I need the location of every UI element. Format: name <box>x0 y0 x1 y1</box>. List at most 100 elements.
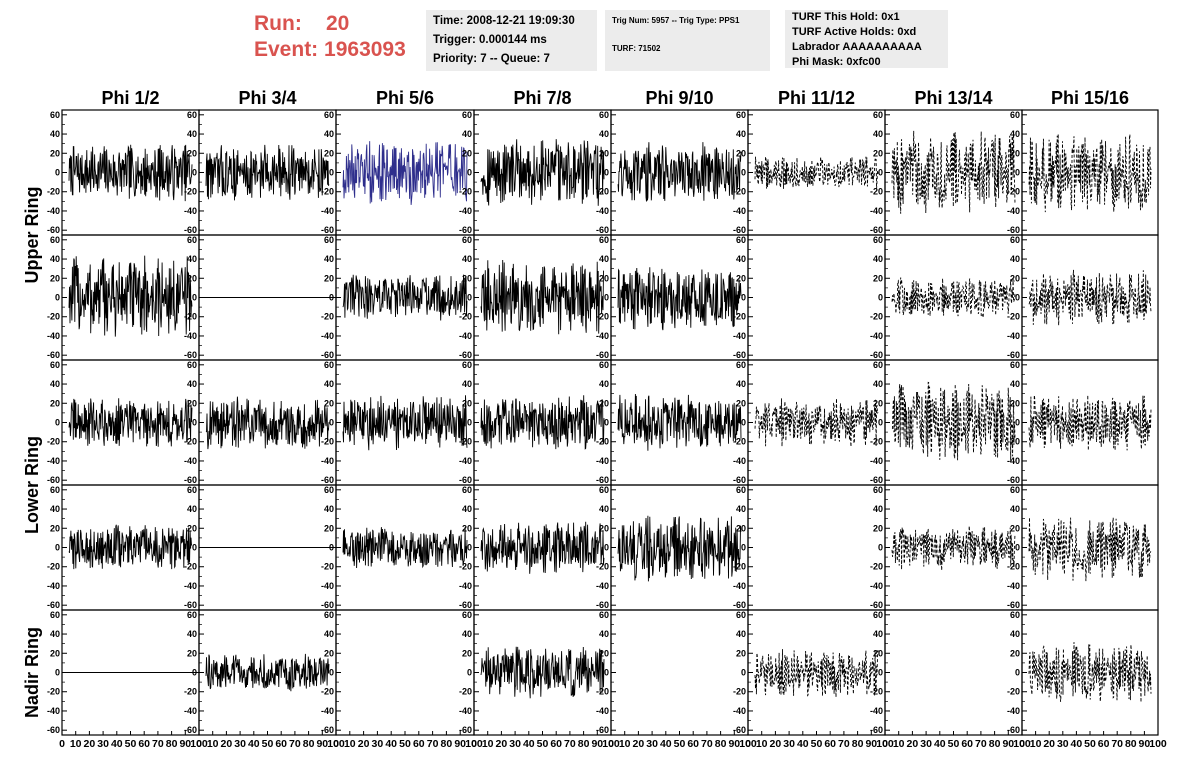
y-tick-label: 20 <box>736 648 746 658</box>
x-tick-label: 20 <box>84 738 96 750</box>
waveform-panel: -60 -40 -20 0 20 40 60 <box>321 234 475 361</box>
y-tick-label: 60 <box>187 610 197 620</box>
y-tick-label: -20 <box>321 312 334 322</box>
y-tick-label: -20 <box>596 562 609 572</box>
y-tick-label: 60 <box>873 610 883 620</box>
x-tick-label: 10 <box>893 738 905 750</box>
x-tick-label: 10 <box>756 738 768 750</box>
x-tick-label: 100 <box>1149 738 1167 750</box>
x-tick-label: 60 <box>961 738 973 750</box>
phi-mask-text: Phi Mask: 0xfc00 <box>792 56 881 68</box>
y-tick-label: 40 <box>50 504 60 514</box>
y-tick-label: -20 <box>321 687 334 697</box>
y-tick-label: -60 <box>870 475 883 485</box>
waveform-panel: -60 -40 -20 0 20 40 60 <box>596 234 749 361</box>
y-tick-label: 20 <box>1010 273 1020 283</box>
y-tick-label: 40 <box>462 129 472 139</box>
y-tick-label: 0 <box>741 168 746 178</box>
y-tick-label: -20 <box>321 437 334 447</box>
y-tick-label: -40 <box>1007 706 1020 716</box>
y-tick-label: 40 <box>1010 129 1020 139</box>
waveform-trace <box>480 259 605 335</box>
y-tick-label: 20 <box>873 648 883 658</box>
y-tick-label: -40 <box>733 456 746 466</box>
y-tick-label: 40 <box>873 129 883 139</box>
y-tick-label: -20 <box>459 562 472 572</box>
y-tick-label: 40 <box>736 379 746 389</box>
y-tick-label: -20 <box>596 312 609 322</box>
panel-frame <box>610 609 749 736</box>
y-tick-label: -40 <box>870 206 883 216</box>
event-line: Event: 1963093 <box>254 38 406 62</box>
waveform-panel: -60 -40 -20 0 20 40 60 <box>184 234 337 361</box>
y-tick-label: 0 <box>55 293 60 303</box>
x-tick-label: 60 <box>824 738 836 750</box>
y-tick-label: -40 <box>184 331 197 341</box>
waveform-trace <box>205 653 330 692</box>
y-tick-label: -20 <box>596 187 609 197</box>
y-tick-label: 20 <box>1010 398 1020 408</box>
phi-column-label: Phi 11/12 <box>778 88 855 108</box>
waveform-panel: -60 -40 -20 0 20 40 60 <box>184 609 337 736</box>
y-tick-label: 20 <box>599 648 609 658</box>
y-tick-label: 0 <box>192 668 197 678</box>
y-tick-label: 0 <box>467 668 472 678</box>
waveform-panel: -60 -40 -20 0 20 40 60 <box>870 484 1023 611</box>
y-tick-label: 20 <box>736 523 746 533</box>
y-tick-label: -20 <box>459 437 472 447</box>
y-tick-label: -60 <box>596 350 609 360</box>
y-tick-label: -20 <box>870 687 883 697</box>
y-tick-label: 20 <box>736 398 746 408</box>
y-tick-label: -60 <box>1007 725 1020 735</box>
y-tick-label: 40 <box>187 379 197 389</box>
x-tick-label: 50 <box>399 738 411 750</box>
y-tick-label: 20 <box>187 148 197 158</box>
x-tick-label: 30 <box>646 738 658 750</box>
y-tick-label: 40 <box>462 379 472 389</box>
x-tick-label: 60 <box>413 738 425 750</box>
y-tick-label: -60 <box>596 475 609 485</box>
x-tick-label: 60 <box>275 738 287 750</box>
y-tick-label: 20 <box>50 523 60 533</box>
x-tick-label: 50 <box>948 738 960 750</box>
y-tick-label: 20 <box>187 398 197 408</box>
y-tick-label: 20 <box>599 398 609 408</box>
waveform-trace <box>205 396 330 450</box>
y-tick-label: 20 <box>462 398 472 408</box>
y-tick-label: 20 <box>324 148 334 158</box>
y-tick-label: -40 <box>1007 206 1020 216</box>
y-tick-label: 40 <box>1010 379 1020 389</box>
y-tick-label: 0 <box>329 543 334 553</box>
y-tick-label: -40 <box>870 706 883 716</box>
y-tick-label: 60 <box>50 110 60 120</box>
x-tick-label: 60 <box>687 738 699 750</box>
x-tick-label: 70 <box>427 738 439 750</box>
y-tick-label: -40 <box>459 581 472 591</box>
x-tick-label: 60 <box>1098 738 1110 750</box>
y-tick-label: 40 <box>599 379 609 389</box>
waveform-trace <box>68 144 193 202</box>
y-tick-label: -40 <box>184 581 197 591</box>
panel-frame <box>884 359 1023 486</box>
waveform-panel: -60 -40 -20 0 20 40 60 <box>870 359 1023 486</box>
y-tick-label: -60 <box>733 350 746 360</box>
y-tick-label: 0 <box>329 668 334 678</box>
waveform-trace <box>480 521 605 574</box>
y-tick-label: -40 <box>596 581 609 591</box>
waveform-panel: -60 -40 -20 0 20 40 60 <box>459 234 612 361</box>
y-tick-label: -40 <box>321 581 334 591</box>
x-tick-label: 80 <box>166 738 178 750</box>
run-label: Run: <box>254 12 302 35</box>
y-tick-label: -20 <box>184 562 197 572</box>
x-tick-label: 40 <box>797 738 809 750</box>
y-tick-label: 0 <box>604 168 609 178</box>
y-tick-label: 40 <box>324 629 334 639</box>
x-tick-label: 50 <box>537 738 549 750</box>
x-tick-label: 20 <box>221 738 233 750</box>
y-tick-label: -20 <box>1007 187 1020 197</box>
x-tick-label: 50 <box>674 738 686 750</box>
waveform-panel: -60 -40 -20 0 20 40 60 <box>459 609 612 736</box>
x-tick-label: 90 <box>865 738 877 750</box>
y-tick-label: -20 <box>733 312 746 322</box>
